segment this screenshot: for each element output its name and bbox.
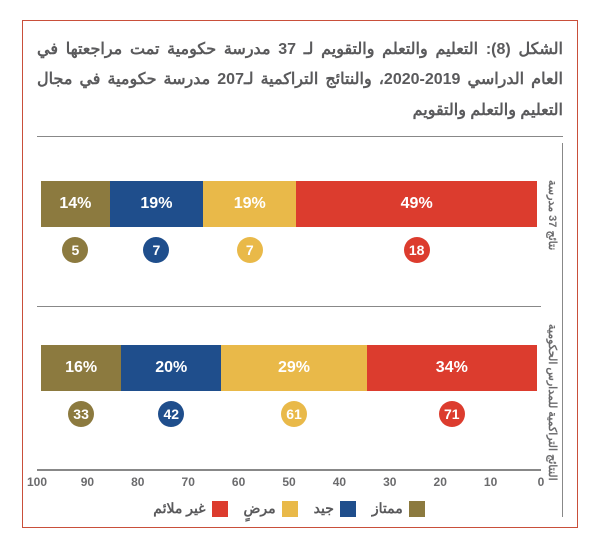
legend-label: ممتاز xyxy=(372,500,403,517)
x-tick: 20 xyxy=(434,475,447,489)
legend-item-good: جيد xyxy=(314,500,356,517)
count-badge-outstanding: 33 xyxy=(68,401,94,427)
chart-area: نتائج 37 مدرسة النتائج التراكمية للمدارس… xyxy=(37,136,563,517)
count-badge-inadequate: 71 xyxy=(439,401,465,427)
legend-swatch xyxy=(282,501,298,517)
count-badge-outstanding: 5 xyxy=(62,237,88,263)
legend: ممتاز جيد مرضٍ غير ملائم xyxy=(37,500,541,517)
bar-seg-satisfactory: 29% xyxy=(221,345,366,391)
x-tick: 0 xyxy=(538,475,545,489)
count-badge-satisfactory: 7 xyxy=(237,237,263,263)
x-tick: 100 xyxy=(27,475,47,489)
ylabel-row-1: النتائج التراكمية للمدارس الحكومية xyxy=(541,324,562,481)
legend-label: جيد xyxy=(314,500,334,517)
chart-column: 14%19%19%49% 57718 16%20%29%34% 33426171… xyxy=(37,143,541,517)
bar-row-0: 14%19%19%49% xyxy=(41,181,537,227)
legend-swatch xyxy=(340,501,356,517)
x-tick: 10 xyxy=(484,475,497,489)
count-badge-good: 42 xyxy=(158,401,184,427)
legend-label: مرضٍ xyxy=(244,500,276,517)
bar-seg-good: 20% xyxy=(121,345,221,391)
x-tick: 60 xyxy=(232,475,245,489)
figure-title: الشكل (8): التعليم والتعلم والتقويم لـ 3… xyxy=(37,35,563,126)
figure-card: الشكل (8): التعليم والتعلم والتقويم لـ 3… xyxy=(22,20,578,528)
bar-seg-good: 19% xyxy=(110,181,203,227)
legend-label: غير ملائم xyxy=(153,500,205,517)
x-axis: 0102030405060708090100 xyxy=(37,470,541,494)
row-group-1: 16%20%29%34% 33 42 61 71 xyxy=(37,307,541,470)
legend-swatch xyxy=(409,501,425,517)
ylabel-row-0: نتائج 37 مدرسة xyxy=(541,180,562,250)
count-cell-inadequate: 71 xyxy=(367,401,537,427)
x-tick: 50 xyxy=(282,475,295,489)
legend-item-satisfactory: مرضٍ xyxy=(244,500,298,517)
bar-seg-outstanding: 16% xyxy=(41,345,121,391)
legend-item-inadequate: غير ملائم xyxy=(153,500,227,517)
count-cell-outstanding: 33 xyxy=(41,401,121,427)
bar-seg-inadequate: 49% xyxy=(296,181,537,227)
legend-item-outstanding: ممتاز xyxy=(372,500,425,517)
count-row-0: 5 7 7 18 xyxy=(41,233,537,267)
row-group-0: 14%19%19%49% 57718 xyxy=(37,143,541,306)
x-tick: 90 xyxy=(81,475,94,489)
ylabel-column: نتائج 37 مدرسة النتائج التراكمية للمدارس… xyxy=(541,143,563,517)
count-row-1: 33 42 61 71 xyxy=(41,397,537,431)
count-cell-outstanding: 5 xyxy=(41,237,110,263)
count-badge-good: 7 xyxy=(143,237,169,263)
count-badge-satisfactory: 61 xyxy=(281,401,307,427)
x-tick: 70 xyxy=(182,475,195,489)
bar-row-1: 16%20%29%34% xyxy=(41,345,537,391)
bar-seg-outstanding: 14% xyxy=(41,181,110,227)
x-tick: 30 xyxy=(383,475,396,489)
count-cell-satisfactory: 7 xyxy=(203,237,296,263)
x-tick: 40 xyxy=(333,475,346,489)
count-cell-good: 7 xyxy=(110,237,203,263)
count-cell-inadequate: 18 xyxy=(296,237,537,263)
x-tick: 80 xyxy=(131,475,144,489)
count-cell-good: 42 xyxy=(121,401,221,427)
bar-seg-satisfactory: 19% xyxy=(203,181,296,227)
count-badge-inadequate: 18 xyxy=(404,237,430,263)
bar-seg-inadequate: 34% xyxy=(367,345,537,391)
legend-swatch xyxy=(212,501,228,517)
count-cell-satisfactory: 61 xyxy=(221,401,366,427)
